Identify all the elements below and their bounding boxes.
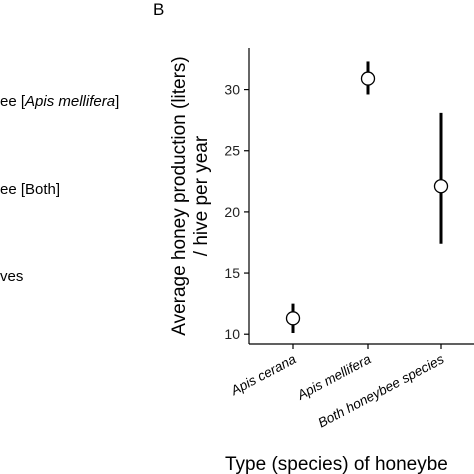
- y-ticks: 10 15 20 25 30: [224, 82, 249, 342]
- y-axis-label-line1: Average honey production (liters): [169, 56, 190, 336]
- x-axis-label: Type (species) of honeybe: [225, 454, 448, 474]
- x-tick-label: Both honeybee species: [315, 351, 446, 430]
- legend-fragment-prefix: ee [: [0, 93, 26, 110]
- y-tick-label: 15: [224, 265, 240, 281]
- y-axis-label-line2: / hive per year: [191, 135, 212, 256]
- data-point: [285, 311, 301, 326]
- y-tick-label: 10: [224, 326, 240, 342]
- y-tick-label: 20: [224, 204, 240, 220]
- y-tick-label: 30: [224, 82, 240, 98]
- legend-fragment-suffix: ]: [115, 93, 120, 110]
- legend-fragment-species: Apis mellifera: [25, 93, 116, 110]
- legend-fragment-hives: ves: [0, 268, 24, 285]
- data-point: [433, 179, 449, 194]
- data-point: [360, 71, 376, 86]
- panel-label: B: [153, 0, 165, 19]
- data-marks: [285, 61, 449, 333]
- legend-fragment-both: ee [Both]: [0, 181, 61, 198]
- x-tick-label: Apis cerana: [228, 351, 299, 398]
- legend-fragment-apis-mellifera: ee [Apis mellifera]: [0, 93, 119, 110]
- axes: [248, 48, 474, 345]
- y-tick-label: 25: [224, 143, 240, 159]
